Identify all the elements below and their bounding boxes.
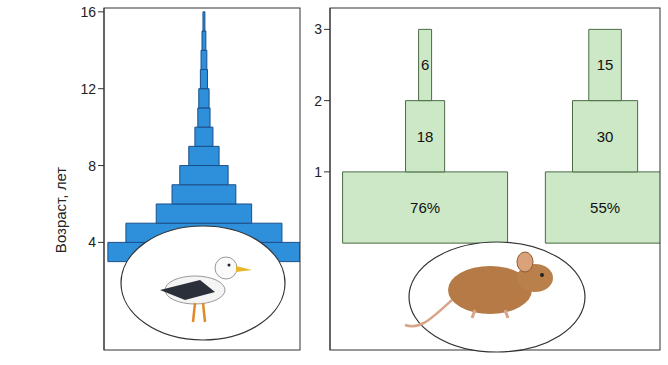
svg-text:1: 1 <box>314 164 322 180</box>
svg-text:8: 8 <box>88 158 96 174</box>
svg-text:6: 6 <box>421 56 429 73</box>
svg-text:2: 2 <box>314 93 322 109</box>
svg-text:15: 15 <box>597 56 614 73</box>
svg-text:12: 12 <box>80 81 96 97</box>
svg-text:55%: 55% <box>590 199 620 216</box>
svg-text:3: 3 <box>314 21 322 37</box>
svg-text:16: 16 <box>80 4 96 20</box>
svg-text:4: 4 <box>88 234 96 250</box>
svg-text:30: 30 <box>597 128 614 145</box>
svg-text:76%: 76% <box>410 199 440 216</box>
svg-text:Возраст, лет: Возраст, лет <box>52 167 69 253</box>
svg-text:18: 18 <box>417 128 434 145</box>
